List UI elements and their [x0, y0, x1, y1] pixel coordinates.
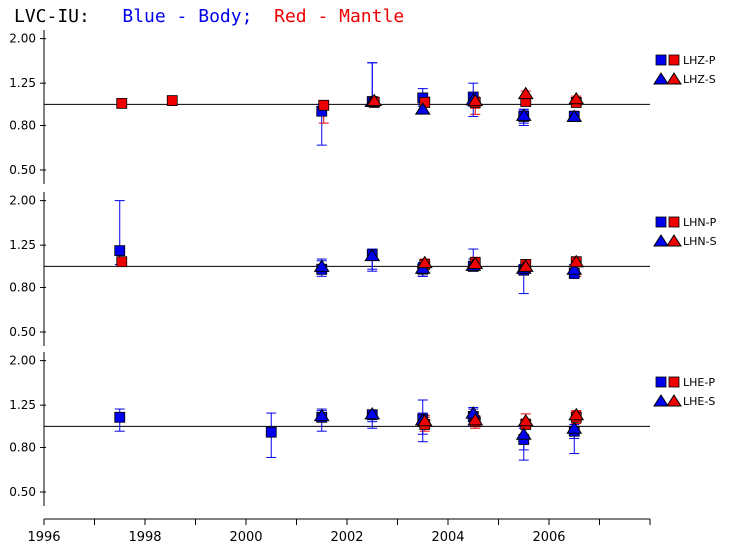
data-point-triangle [566, 109, 583, 122]
x-tick-label: 2004 [431, 530, 464, 545]
data-point-square [265, 426, 277, 438]
data-point-triangle [517, 259, 534, 272]
legend-label: LHZ-S [683, 73, 716, 86]
data-point-triangle [467, 256, 484, 270]
data-point-triangle [313, 259, 330, 272]
data-point-triangle [568, 254, 585, 268]
y-tick-label: 0.50 [9, 325, 36, 339]
legend-label: LHE-S [683, 395, 715, 408]
legend-triangle-body [653, 234, 669, 247]
data-point-triangle [566, 421, 583, 434]
legend-square-body [655, 376, 667, 388]
y-tick-label: 0.80 [9, 280, 36, 294]
station-label: LVC-IU: [14, 6, 90, 27]
data-point-square [318, 99, 330, 111]
y-tick-label: 1.25 [9, 238, 36, 252]
y-tick-label: 0.80 [9, 118, 36, 132]
legend-square-body [655, 216, 667, 228]
data-point-triangle [568, 407, 585, 421]
legend-square-body [655, 54, 667, 66]
y-tick-label: 2.00 [9, 354, 36, 368]
data-point-square [116, 97, 128, 109]
legend-label: LHZ-P [683, 54, 716, 67]
x-tick-label: 2006 [532, 530, 565, 545]
panel-1: 2.00 1.25 0.80 0.50 LHZ-P LHZ-S [9, 30, 716, 184]
y-tick-label: 0.80 [9, 440, 36, 454]
data-point-triangle [313, 408, 330, 422]
legend-triangle-body [653, 72, 669, 85]
legend-label: LHE-P [683, 376, 715, 389]
legend-triangle-mantle [666, 234, 682, 247]
x-tick-label: 1998 [128, 530, 161, 545]
data-point-square [116, 256, 128, 268]
data-point-triangle [515, 427, 532, 440]
legend-square-mantle [668, 376, 680, 388]
data-point-triangle [366, 93, 383, 107]
legend-triangle-mantle [666, 394, 682, 407]
data-point-square [114, 245, 126, 257]
data-point-triangle [517, 86, 534, 100]
data-point-triangle [364, 248, 381, 262]
panel-2: 2.00 1.25 0.80 0.50 LHN-P LHN-S [9, 192, 717, 346]
legend-square-mantle [668, 216, 680, 228]
data-point-triangle [517, 413, 534, 427]
y-tick-label: 2.00 [9, 32, 36, 46]
data-point-triangle [416, 255, 433, 269]
blue-legend-text: Blue - Body; [122, 6, 253, 27]
legend-label: LHN-S [683, 235, 717, 248]
y-tick-label: 2.00 [9, 194, 36, 208]
legend-triangle-mantle [666, 72, 682, 85]
data-point-square [114, 411, 126, 423]
red-legend-text: Red - Mantle [274, 6, 405, 27]
data-point-triangle [467, 412, 484, 426]
legend-label: LHN-P [683, 216, 717, 229]
y-tick-label: 1.25 [9, 398, 36, 412]
legend-triangle-body [653, 394, 669, 407]
legend-square-mantle [668, 54, 680, 66]
panel-3: 2.00 1.25 0.80 0.50 LHE-P LHE-S [9, 352, 715, 506]
y-tick-label: 1.25 [9, 76, 36, 90]
data-point-triangle [515, 108, 532, 121]
data-point-triangle [364, 406, 381, 420]
x-tick-label: 2000 [229, 530, 262, 545]
x-tick-label: 1996 [27, 530, 60, 545]
data-point-triangle [414, 102, 431, 115]
data-point-triangle [566, 262, 583, 275]
chart-title: LVC-IU: Blue - Body; Red - Mantle [14, 6, 404, 27]
data-point-triangle [467, 93, 484, 107]
y-tick-label: 0.50 [9, 163, 36, 177]
data-point-triangle [416, 413, 433, 427]
y-tick-label: 0.50 [9, 485, 36, 499]
data-point-triangle [568, 91, 585, 105]
data-point-square [166, 95, 178, 107]
x-tick-label: 2002 [330, 530, 363, 545]
